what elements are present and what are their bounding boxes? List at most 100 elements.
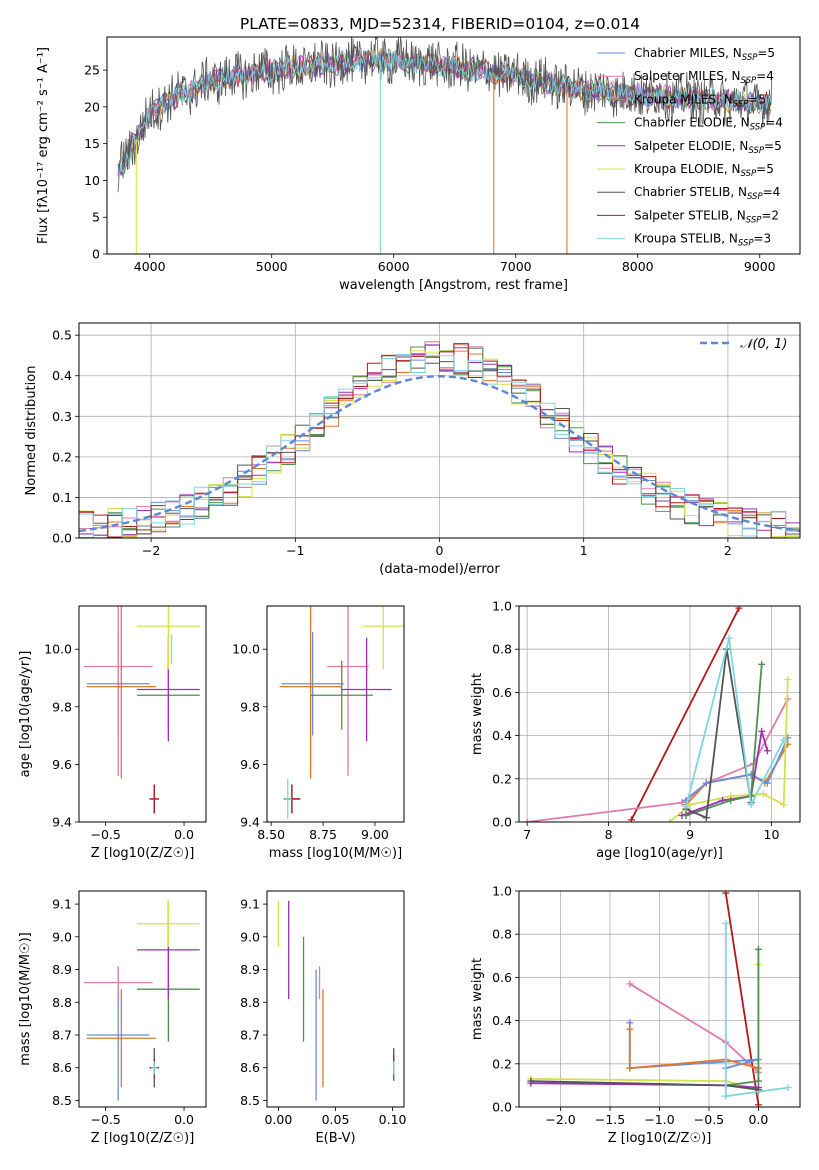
legend-label: Chabrier MILES, NSSP=5 xyxy=(634,46,775,63)
axes-frame xyxy=(266,605,405,823)
y-tick-label: 25 xyxy=(84,63,100,78)
y-tick-label: 9.0 xyxy=(52,929,72,944)
y-axis-label: Normed distribution xyxy=(24,366,39,496)
y-axis-label: mass weight xyxy=(470,673,485,755)
age-vs-mass-panel: 8.50 8.75 9.00 9.4 9.6 9.8 10.0 mass [log10(M/M… xyxy=(232,605,405,861)
y-tick-label: 8.9 xyxy=(240,962,260,977)
y-tick-label: 8.5 xyxy=(240,1093,260,1108)
y-tick-label: 8.5 xyxy=(52,1093,72,1108)
spectrum-title: PLATE=0833, MJD=52314, FIBERID=0104, z=0… xyxy=(240,15,640,33)
y-tick-label: 0.8 xyxy=(492,642,512,657)
x-axis-label: age [log10(age/yr)] xyxy=(596,846,723,861)
plot-area xyxy=(279,606,404,820)
mass-vs-ebv-panel: 0.00 0.05 0.10 8.5 8.6 8.7 8.8 8.9 9.0 9.1 E(B-V) xyxy=(240,890,407,1146)
y-tick-label: 9.6 xyxy=(52,757,72,772)
y-tick-label: 9.8 xyxy=(240,699,260,714)
weight-marker xyxy=(780,736,788,744)
weight-marker xyxy=(678,799,686,807)
weight-line xyxy=(526,698,789,822)
weight-marker xyxy=(784,675,792,683)
weight-marker xyxy=(523,818,531,822)
y-tick-label: 1.0 xyxy=(492,884,512,899)
weight-marker xyxy=(754,1077,762,1085)
legend-label: Kroupa STELIB, NSSP=3 xyxy=(634,232,771,249)
axes-frame xyxy=(106,36,801,255)
x-tick-label: 8000 xyxy=(622,259,654,274)
weight-marker xyxy=(747,801,755,809)
x-tick-label: 9.00 xyxy=(361,827,389,842)
y-tick-label: 9.8 xyxy=(52,699,72,714)
spectrum-line xyxy=(117,48,772,176)
y-tick-label: 15 xyxy=(84,136,100,151)
y-tick-label: 0 xyxy=(92,247,100,262)
axes-frame xyxy=(78,322,801,539)
spectrum-legend: Chabrier MILES, NSSP=5 Salpeter MILES, NS… xyxy=(597,46,783,249)
y-tick-label: 0.0 xyxy=(492,815,512,830)
mass-vs-metallicity-panel: −0.5 0.0 8.5 8.6 8.7 8.8 8.9 9.0 9.1 Z [log10(Z/Z… xyxy=(18,890,207,1146)
legend-label: Chabrier STELIB, NSSP=4 xyxy=(634,185,780,202)
weight-marker xyxy=(722,1092,730,1100)
y-tick-label: 8.9 xyxy=(52,962,72,977)
x-tick-label: 9 xyxy=(686,827,694,842)
weight-marker xyxy=(722,891,730,897)
mass-weight-vs-metallicity-panel: −2.0 −1.5 −1.0 −0.5 0.0 0.0 0.2 0.4 0.6 0.8 1.0 Z [… xyxy=(470,884,801,1146)
x-tick-label: −1.5 xyxy=(595,1112,625,1127)
legend-label: Salpeter STELIB, NSSP=2 xyxy=(634,208,779,225)
x-tick-label: 5000 xyxy=(256,259,288,274)
gaussian-curve xyxy=(79,374,800,533)
x-tick-label: −0.5 xyxy=(694,1112,724,1127)
weight-marker xyxy=(702,814,710,822)
weight-marker xyxy=(763,779,771,787)
plot-area xyxy=(83,606,200,814)
weight-marker xyxy=(682,812,690,820)
y-tick-label: 0.4 xyxy=(492,728,512,743)
weight-marker xyxy=(784,1084,792,1092)
legend-label: Salpeter ELODIE, NSSP=5 xyxy=(634,139,782,156)
weight-marker xyxy=(758,727,766,735)
x-tick-label: 4000 xyxy=(134,259,166,274)
y-tick-label: 20 xyxy=(84,99,100,114)
y-tick-label: 10.0 xyxy=(232,642,260,657)
weight-marker xyxy=(666,818,674,822)
weight-line xyxy=(685,638,785,808)
y-tick-label: 8.7 xyxy=(240,1028,260,1043)
legend-label: 𝒩(0, 1) xyxy=(740,337,787,352)
x-tick-label: 9000 xyxy=(744,259,776,274)
weight-marker xyxy=(527,1077,535,1085)
age-vs-metallicity-panel: −0.5 0.0 9.4 9.6 9.8 10.0 Z [log10(Z/Z☉)] age [… xyxy=(18,605,207,861)
x-tick-label: 7000 xyxy=(500,259,532,274)
weight-line xyxy=(685,649,752,820)
x-tick-label: 8.50 xyxy=(257,827,285,842)
x-axis-label: wavelength [Angstrom, rest frame] xyxy=(339,278,568,293)
weight-marker xyxy=(727,796,735,804)
weight-line xyxy=(629,983,760,1074)
axes-frame xyxy=(78,890,207,1108)
y-tick-label: 0.5 xyxy=(52,328,72,343)
y-tick-label: 0.1 xyxy=(52,490,72,505)
x-tick-label: 0.0 xyxy=(174,1112,194,1127)
axes-frame xyxy=(266,890,405,1108)
weight-line xyxy=(724,893,760,1105)
weight-marker xyxy=(758,660,766,668)
axes-frame xyxy=(78,605,207,823)
x-tick-label: 8.75 xyxy=(309,827,337,842)
spectrum-panel: 4000 5000 6000 7000 8000 9000 0 5 10 15 20 25 wavele… xyxy=(36,36,801,293)
x-axis-label: Z [log10(Z/Z☉)] xyxy=(91,846,195,861)
x-tick-label: 8 xyxy=(605,827,613,842)
y-tick-label: 10.0 xyxy=(44,642,72,657)
y-tick-label: 0.6 xyxy=(492,970,512,985)
y-tick-label: 9.6 xyxy=(240,757,260,772)
weight-marker xyxy=(626,980,634,988)
weight-line xyxy=(530,964,760,1091)
x-tick-label: 6000 xyxy=(378,259,410,274)
weight-marker xyxy=(735,606,743,612)
plot-area xyxy=(83,900,200,1101)
y-tick-label: 0.2 xyxy=(492,771,512,786)
weight-marker xyxy=(763,747,771,755)
plot-area xyxy=(79,341,800,538)
x-tick-label: 0.10 xyxy=(379,1112,407,1127)
weight-marker xyxy=(627,816,635,822)
x-tick-label: −2 xyxy=(142,543,160,558)
x-tick-label: 0 xyxy=(436,543,444,558)
